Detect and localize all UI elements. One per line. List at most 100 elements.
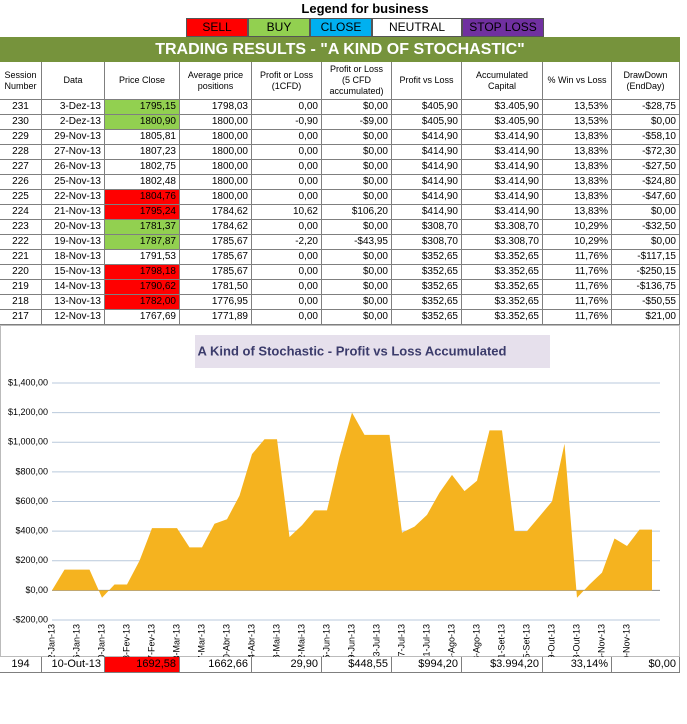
x-tick-label: 17-Jul-13 bbox=[396, 624, 406, 657]
table-cell: 18-Nov-13 bbox=[42, 250, 105, 265]
table-cell: 1795,15 bbox=[105, 100, 180, 115]
table-cell: $106,20 bbox=[322, 205, 392, 220]
table-cell: $0,00 bbox=[322, 145, 392, 160]
table-cell: 13,53% bbox=[543, 100, 612, 115]
x-tick-label: 25-Set-13 bbox=[521, 624, 531, 657]
table-cell: $414,90 bbox=[392, 175, 462, 190]
x-tick-label: 31-Jul-13 bbox=[421, 624, 431, 657]
table-cell: $0,00 bbox=[322, 100, 392, 115]
table-cell: 0,00 bbox=[252, 175, 322, 190]
column-header: Data bbox=[42, 62, 105, 100]
table-cell: 12-Nov-13 bbox=[42, 310, 105, 325]
table-cell: 0,00 bbox=[252, 280, 322, 295]
table-cell: 0,00 bbox=[252, 310, 322, 325]
table-cell: $994,20 bbox=[392, 657, 462, 673]
table-cell: 217 bbox=[0, 310, 42, 325]
table-cell: 230 bbox=[0, 115, 42, 130]
table-cell: -$43,95 bbox=[322, 235, 392, 250]
table-cell: -$9,00 bbox=[322, 115, 392, 130]
x-tick-label: 10-Abr-13 bbox=[221, 624, 231, 657]
x-tick-label: 13-Fev-13 bbox=[121, 624, 131, 657]
table-cell: 231 bbox=[0, 100, 42, 115]
table-cell: $0,00 bbox=[322, 310, 392, 325]
x-tick-label: 22-Mai-13 bbox=[296, 624, 306, 657]
chart: A Kind of Stochastic - Profit vs Loss Ac… bbox=[0, 325, 680, 657]
x-tick-label: 6-Nov-13 bbox=[596, 624, 606, 657]
table-cell: 29-Nov-13 bbox=[42, 130, 105, 145]
x-tick-label: 8-Mai-13 bbox=[271, 624, 281, 657]
table-cell: $3.352,65 bbox=[462, 265, 543, 280]
table-cell: 10,29% bbox=[543, 220, 612, 235]
table-cell: $3.405,90 bbox=[462, 115, 543, 130]
table-cell: $308,70 bbox=[392, 220, 462, 235]
table-cell: 13,83% bbox=[543, 205, 612, 220]
table-cell: -$72,30 bbox=[612, 145, 680, 160]
table-cell: 1802,75 bbox=[105, 160, 180, 175]
table-cell: $3.352,65 bbox=[462, 310, 543, 325]
table-cell: 1692,58 bbox=[105, 657, 180, 673]
legend-title: Legend for business bbox=[301, 1, 429, 16]
table-cell: $3.308,70 bbox=[462, 220, 543, 235]
table-cell: 0,00 bbox=[252, 295, 322, 310]
table-cell: 1798,03 bbox=[180, 100, 252, 115]
x-tick-label: 16-Jan-13 bbox=[71, 624, 81, 657]
x-tick-label: 28-Ago-13 bbox=[471, 624, 481, 657]
table-cell: 1800,00 bbox=[180, 130, 252, 145]
table-cell: 228 bbox=[0, 145, 42, 160]
table-cell: 10,62 bbox=[252, 205, 322, 220]
table-cell: 223 bbox=[0, 220, 42, 235]
table-cell: 0,00 bbox=[252, 220, 322, 235]
table-cell: 218 bbox=[0, 295, 42, 310]
legend-item: SELL bbox=[186, 18, 248, 37]
table-cell: 3-Dez-13 bbox=[42, 100, 105, 115]
table-cell: $0,00 bbox=[322, 280, 392, 295]
table-cell: 10,29% bbox=[543, 235, 612, 250]
table-cell: -2,20 bbox=[252, 235, 322, 250]
x-tick-label: 20-Nov-13 bbox=[621, 624, 631, 657]
table-cell: $0,00 bbox=[322, 175, 392, 190]
area bbox=[52, 412, 652, 598]
table-cell: $414,90 bbox=[392, 160, 462, 175]
x-tick-label: 13-Mar-13 bbox=[171, 624, 181, 657]
table-cell: 21-Nov-13 bbox=[42, 205, 105, 220]
table-cell: 33,14% bbox=[543, 657, 612, 673]
table-cell: 227 bbox=[0, 160, 42, 175]
column-header: Profit or Loss (1CFD) bbox=[252, 62, 322, 100]
table-cell: 13,83% bbox=[543, 175, 612, 190]
y-tick-label: $0,00 bbox=[25, 585, 48, 595]
table-cell: $3.414,90 bbox=[462, 145, 543, 160]
column-header: Session Number bbox=[0, 62, 42, 100]
table-cell: 226 bbox=[0, 175, 42, 190]
table-cell: 1795,24 bbox=[105, 205, 180, 220]
table-cell: 220 bbox=[0, 265, 42, 280]
table-cell: 11,76% bbox=[543, 250, 612, 265]
table-cell: -0,90 bbox=[252, 115, 322, 130]
table-cell: 15-Nov-13 bbox=[42, 265, 105, 280]
table-cell: 1784,62 bbox=[180, 220, 252, 235]
table-cell: 1804,76 bbox=[105, 190, 180, 205]
table-cell: 11,76% bbox=[543, 310, 612, 325]
table-cell: 0,00 bbox=[252, 250, 322, 265]
table-cell: 1771,89 bbox=[180, 310, 252, 325]
table-cell: $352,65 bbox=[392, 280, 462, 295]
table-cell: 1784,62 bbox=[180, 205, 252, 220]
x-tick-label: 27-Fev-13 bbox=[146, 624, 156, 657]
table-cell: 19-Nov-13 bbox=[42, 235, 105, 250]
column-header: Price Close bbox=[105, 62, 180, 100]
table-cell: 0,00 bbox=[252, 190, 322, 205]
column-header: Profit or Loss (5 CFD accumulated) bbox=[322, 62, 392, 100]
table-cell: $3.414,90 bbox=[462, 130, 543, 145]
table-cell: $414,90 bbox=[392, 205, 462, 220]
table-cell: 194 bbox=[0, 657, 42, 673]
table-cell: 1805,81 bbox=[105, 130, 180, 145]
table-cell: $414,90 bbox=[392, 145, 462, 160]
table-cell: $352,65 bbox=[392, 265, 462, 280]
table-cell: 13,83% bbox=[543, 160, 612, 175]
chart-title-box bbox=[195, 335, 550, 368]
table-cell: 0,00 bbox=[252, 100, 322, 115]
table-cell: $0,00 bbox=[322, 295, 392, 310]
table-cell: 1781,50 bbox=[180, 280, 252, 295]
table-cell: 1800,00 bbox=[180, 115, 252, 130]
table-cell: 1798,18 bbox=[105, 265, 180, 280]
